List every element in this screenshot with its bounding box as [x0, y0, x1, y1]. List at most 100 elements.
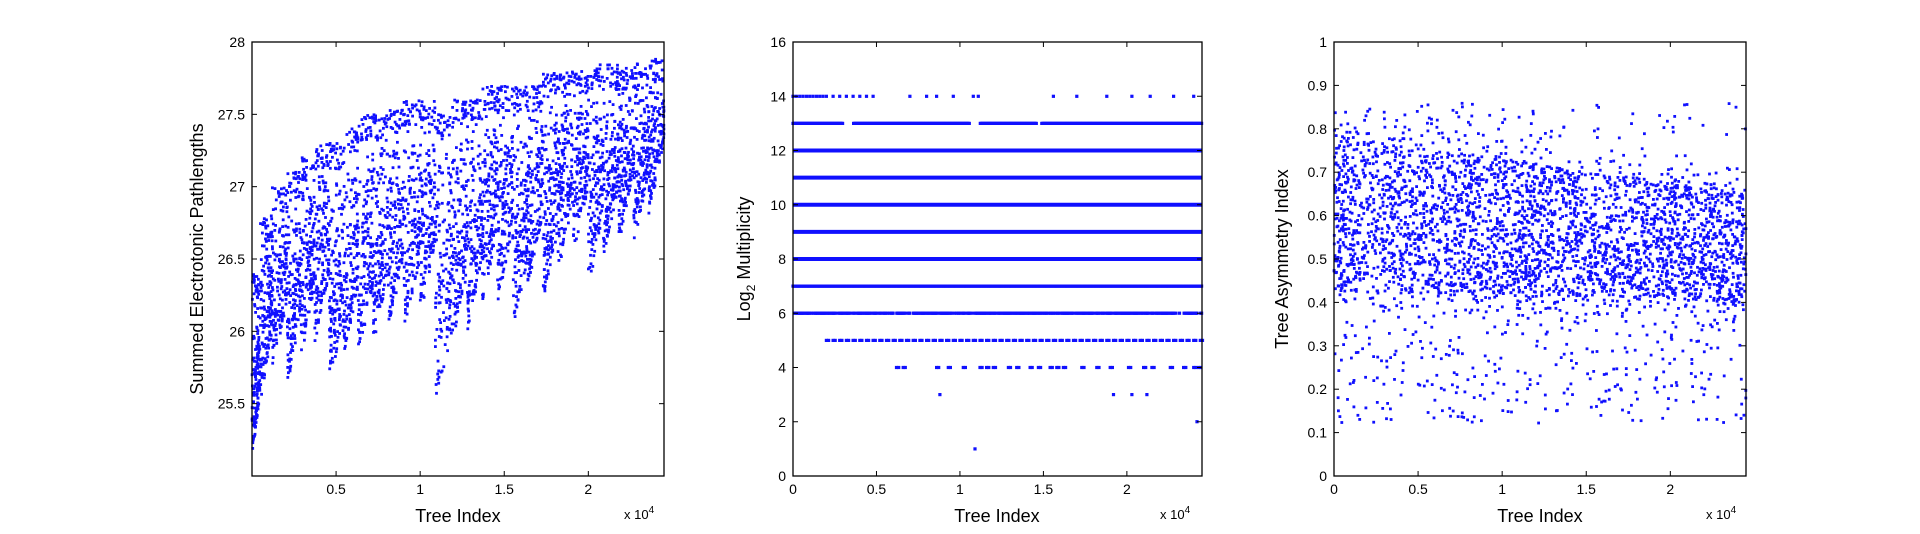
- data-point: [267, 254, 271, 258]
- data-point: [316, 154, 320, 158]
- data-point: [490, 207, 493, 211]
- data-point: [393, 111, 397, 114]
- data-point: [418, 109, 421, 113]
- data-point: [543, 210, 547, 214]
- data-point: [608, 184, 611, 188]
- data-point: [619, 199, 622, 203]
- data-point: [364, 128, 368, 131]
- data-point: [644, 168, 648, 172]
- data-point: [323, 288, 327, 292]
- data-point: [314, 318, 318, 322]
- data-point: [522, 216, 525, 220]
- data-point: [447, 223, 451, 227]
- data-point: [493, 178, 497, 181]
- data-point: [616, 80, 619, 83]
- data-point: [364, 216, 367, 220]
- data-point: [454, 251, 457, 255]
- data-point: [437, 279, 441, 283]
- data-point: [256, 340, 260, 344]
- data-point: [841, 311, 846, 315]
- data-point: [1041, 311, 1045, 315]
- data-point: [408, 243, 412, 247]
- data-point: [423, 251, 427, 255]
- data-point: [301, 178, 304, 181]
- data-point: [540, 178, 544, 181]
- data-point: [481, 297, 485, 300]
- data-point: [410, 287, 414, 291]
- data-point: [578, 157, 582, 161]
- data-point: [406, 249, 409, 253]
- data-point: [320, 161, 324, 164]
- data-point: [478, 238, 482, 242]
- data-point: [584, 179, 588, 183]
- data-point: [632, 209, 636, 213]
- data-point: [560, 180, 564, 184]
- data-point: [593, 69, 597, 73]
- data-point: [261, 244, 264, 248]
- data-point: [567, 82, 571, 86]
- data-point: [396, 198, 400, 202]
- data-point: [539, 221, 543, 225]
- data-point: [406, 279, 410, 282]
- data-point: [574, 195, 577, 199]
- data-point: [287, 241, 290, 245]
- data-point: [495, 146, 499, 150]
- data-point: [548, 111, 552, 115]
- data-point: [908, 311, 912, 315]
- data-point: [618, 71, 622, 75]
- data-point: [597, 165, 600, 169]
- data-point: [550, 176, 553, 180]
- data-point: [442, 284, 446, 288]
- data-point: [293, 252, 297, 256]
- data-point: [440, 137, 444, 141]
- data-point: [519, 181, 523, 185]
- data-point: [506, 242, 510, 246]
- data-point: [353, 277, 357, 281]
- data-point: [590, 229, 593, 233]
- data-point: [479, 243, 483, 247]
- data-point: [330, 320, 333, 323]
- data-point: [653, 176, 657, 180]
- data-point: [287, 233, 291, 237]
- data-point: [566, 185, 570, 188]
- data-point: [463, 103, 467, 106]
- data-point: [598, 156, 602, 160]
- data-point: [365, 138, 368, 141]
- data-point: [391, 242, 395, 245]
- data-point: [581, 195, 585, 198]
- data-point: [254, 311, 257, 314]
- data-point: [355, 267, 359, 271]
- data-point: [251, 337, 255, 341]
- data-point: [651, 78, 655, 81]
- data-point: [535, 92, 538, 95]
- data-point: [612, 151, 616, 155]
- data-point: [286, 319, 290, 323]
- data-point: [620, 160, 624, 164]
- data-point: [594, 181, 598, 185]
- data-point: [628, 141, 632, 145]
- data-point: [588, 122, 592, 125]
- data-point: [605, 150, 609, 153]
- data-point: [516, 109, 520, 113]
- data-point: [358, 337, 362, 340]
- data-point: [537, 231, 540, 235]
- data-point: [284, 241, 288, 244]
- data-point: [334, 350, 338, 354]
- data-point: [628, 168, 632, 172]
- data-point: [406, 289, 410, 293]
- data-point: [455, 146, 458, 149]
- data-point: [435, 328, 439, 331]
- data-point: [437, 369, 441, 373]
- data-point: [281, 245, 285, 249]
- data-point: [466, 291, 469, 294]
- data-point: [642, 162, 645, 165]
- data-point: [589, 190, 593, 194]
- data-point: [371, 242, 374, 246]
- data-point: [388, 109, 392, 112]
- data-point: [407, 179, 411, 183]
- data-point: [632, 236, 636, 240]
- data-point: [625, 156, 629, 160]
- data-point: [626, 187, 629, 191]
- data-point: [438, 164, 441, 168]
- data-point: [400, 257, 404, 261]
